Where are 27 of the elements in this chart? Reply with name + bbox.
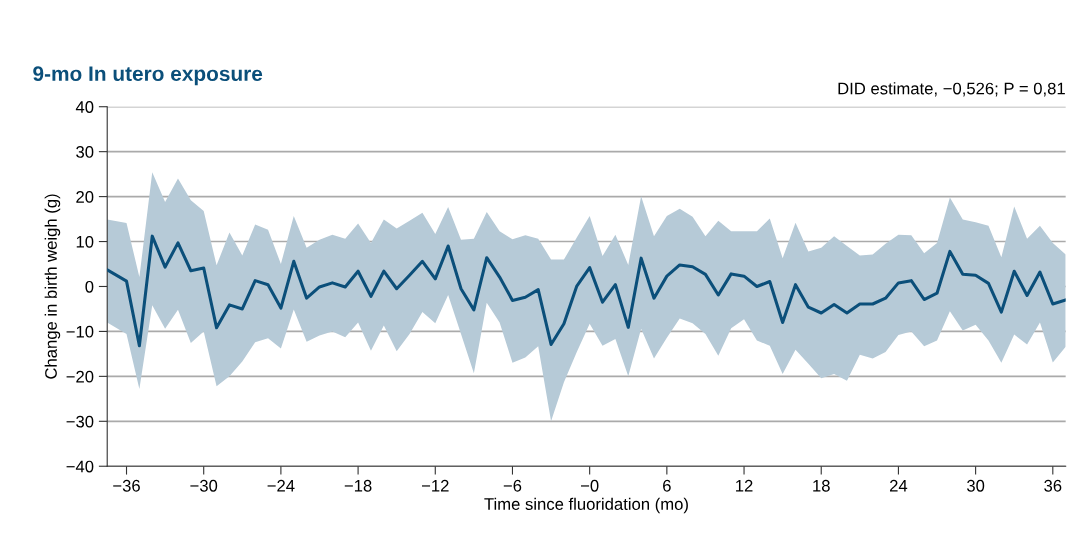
y-tick-label: −10	[66, 325, 94, 338]
x-tick-label: 6	[663, 479, 671, 492]
text: DID estimate, −0,526; P = 0,81	[838, 82, 1065, 97]
y-axis-title: Change in birth weigh (g)	[44, 194, 61, 379]
line-series	[107, 234, 1066, 348]
y-tick-label: −20	[66, 370, 94, 383]
x-tick-label: −12	[421, 479, 449, 492]
x-tick-label: −0	[580, 479, 599, 492]
y-tick-label: 30	[76, 146, 94, 158]
x-tick-label: 36	[1044, 479, 1062, 492]
x-tick-label: 12	[736, 479, 753, 492]
x-tick-label: −24	[267, 479, 295, 492]
y-tick-label: 20	[76, 191, 94, 203]
y-tick-label: 0	[85, 280, 94, 293]
chart-title: 9-mo In utero exposure	[33, 66, 263, 86]
x-tick-label: 24	[890, 479, 908, 492]
x-tick-label: −6	[503, 479, 522, 492]
y-tick-label: 40	[75, 101, 94, 113]
x-tick-label: 18	[813, 479, 830, 492]
x-axis-title: Time since fluoridation (mo)	[484, 497, 688, 514]
x-tick-label: −36	[113, 479, 140, 492]
x-tick-label: 30	[966, 479, 985, 492]
y-tick-label: −30	[66, 415, 94, 428]
y-tick-label: −40	[66, 460, 94, 473]
x-tick-label: −18	[344, 479, 372, 492]
x-tick-label: −30	[190, 479, 218, 492]
y-tick-label: 10	[76, 235, 94, 248]
